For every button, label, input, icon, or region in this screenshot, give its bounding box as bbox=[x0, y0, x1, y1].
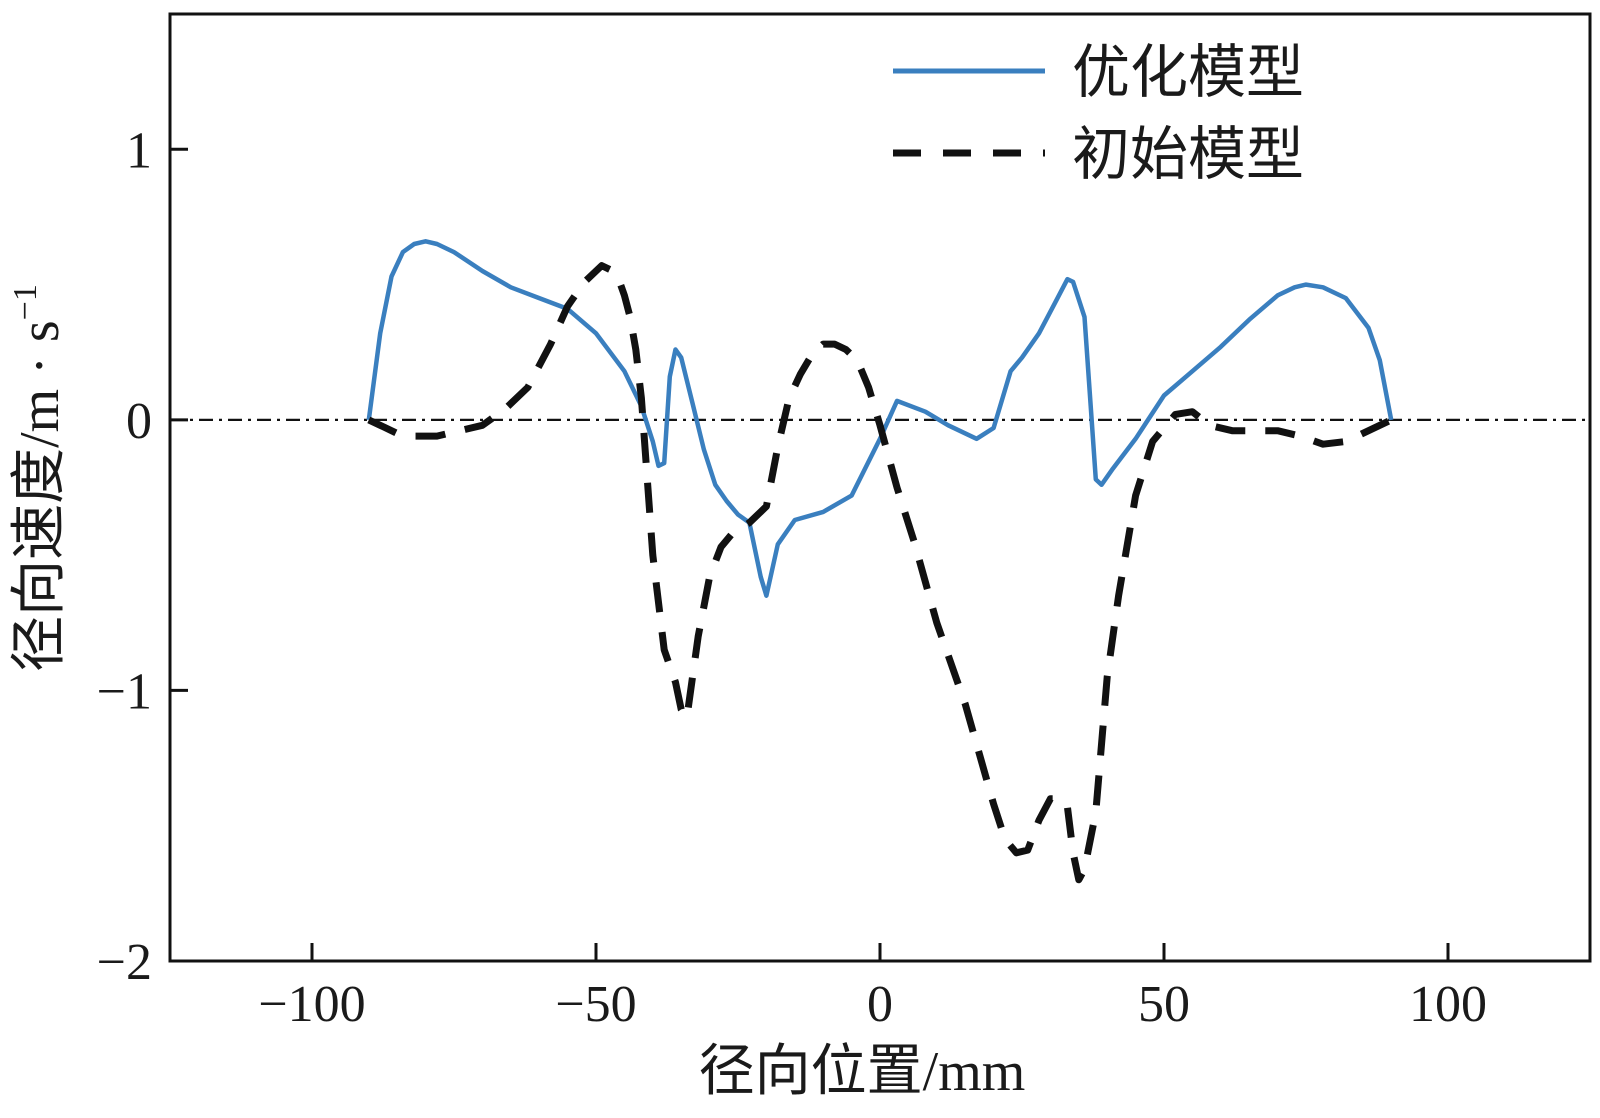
y-tick-label: 0 bbox=[126, 393, 152, 450]
y-tick-label: −1 bbox=[97, 663, 152, 720]
y-axis-label-main: 径向速度/m · s bbox=[9, 320, 71, 672]
x-tick-label: 0 bbox=[867, 976, 893, 1033]
y-tick-label: 1 bbox=[126, 122, 152, 179]
legend: 优化模型 初始模型 bbox=[893, 40, 1304, 187]
x-axis-label: 径向位置/mm bbox=[699, 1041, 1026, 1103]
y-tick-label: −2 bbox=[97, 934, 152, 991]
x-tick-label: −100 bbox=[258, 976, 365, 1033]
legend-label-initial-model: 初始模型 bbox=[1072, 122, 1304, 187]
x-axis-ticks: −100 −50 0 50 100 bbox=[258, 943, 1487, 1033]
series-line-1 bbox=[367, 262, 1393, 884]
y-axis-label: 径向速度/m · s−1 bbox=[7, 284, 71, 672]
y-axis-ticks: −2 −1 0 1 bbox=[97, 122, 188, 991]
y-axis-label-superscript: −1 bbox=[7, 284, 44, 320]
series-line-0 bbox=[366, 239, 1394, 598]
series-layer bbox=[366, 239, 1394, 884]
legend-label-optimized-model: 优化模型 bbox=[1072, 40, 1304, 105]
x-tick-label: −50 bbox=[555, 976, 636, 1033]
x-tick-label: 100 bbox=[1409, 976, 1487, 1033]
x-tick-label: 50 bbox=[1138, 976, 1190, 1033]
